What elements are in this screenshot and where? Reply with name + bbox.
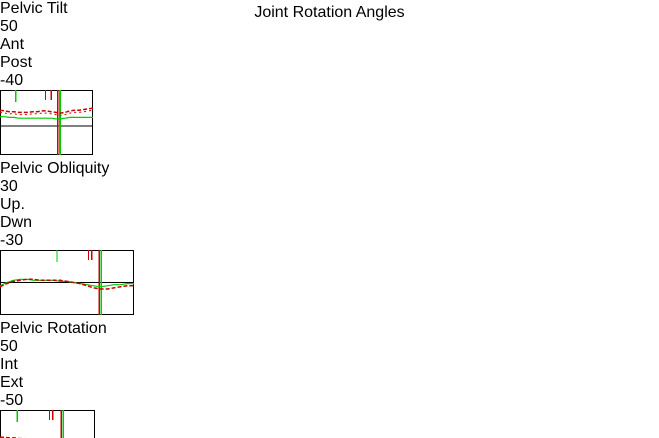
y-axis-label-pelvic-tilt-1: Ant xyxy=(0,36,25,53)
plot-frame xyxy=(0,90,93,155)
y-axis-label-pelvic-obliquity-1: Up. xyxy=(0,196,25,213)
series-normal-pelvic-tilt xyxy=(0,116,93,120)
y-axis-label-pelvic-tilt-3: -40 xyxy=(0,72,24,89)
y-axis-label-pelvic-rotation-0: 50 xyxy=(0,338,18,355)
chart-title-pelvic-rotation: Pelvic Rotation xyxy=(0,320,107,337)
y-axis-label-pelvic-rotation-2: Ext xyxy=(0,374,24,391)
y-axis-label-pelvic-obliquity-0: 30 xyxy=(0,178,18,195)
y-axis-label-pelvic-rotation-1: Int xyxy=(0,356,18,373)
y-axis-label-pelvic-obliquity-2: Dwn xyxy=(0,214,33,231)
y-axis-label-pelvic-tilt-0: 50 xyxy=(0,18,18,35)
chart-title-pelvic-tilt: Pelvic Tilt xyxy=(0,0,68,17)
plot-pelvic-obliquity xyxy=(0,245,134,319)
series-left-pelvic-tilt xyxy=(0,107,94,114)
plot-pelvic-tilt xyxy=(0,85,94,159)
series-left-band-pelvic-tilt xyxy=(0,109,94,116)
y-axis-label-pelvic-obliquity-3: -30 xyxy=(0,232,24,249)
y-axis-label-pelvic-rotation-3: -50 xyxy=(0,392,24,409)
y-axis-label-pelvic-tilt-2: Post xyxy=(0,54,33,71)
page-title: Joint Rotation Angles xyxy=(254,4,405,21)
plot-pelvic-rotation xyxy=(0,405,95,438)
series-left-pelvic-obliquity xyxy=(0,278,134,290)
plot-frame xyxy=(0,410,95,438)
chart-title-pelvic-obliquity: Pelvic Obliquity xyxy=(0,160,110,177)
